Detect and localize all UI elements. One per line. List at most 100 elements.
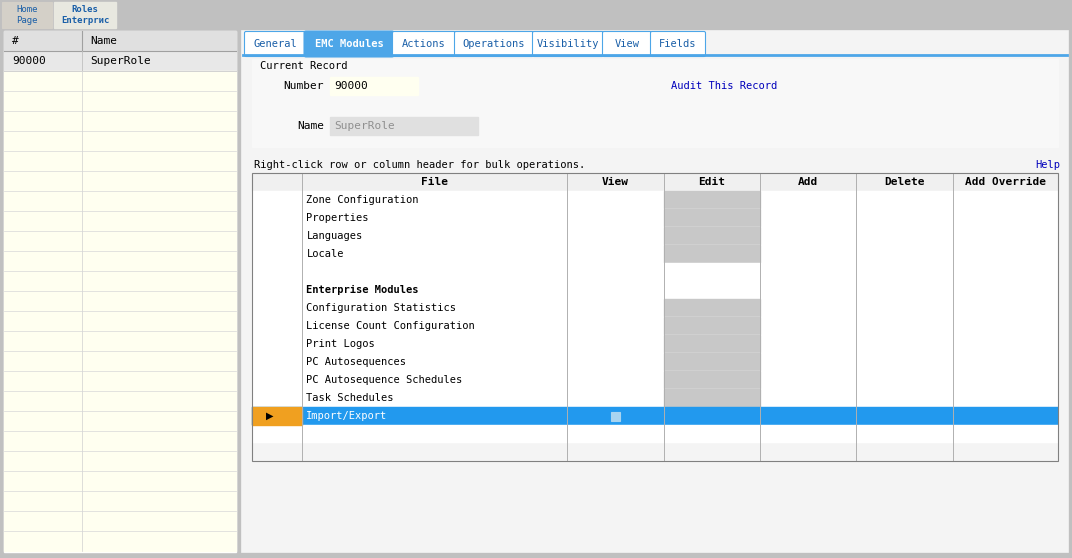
Bar [4, 31, 236, 552]
Bar [330, 77, 418, 95]
Bar [4, 51, 236, 71]
Text: View: View [614, 39, 640, 49]
FancyBboxPatch shape [392, 31, 456, 56]
Text: Enterprise Modules: Enterprise Modules [307, 285, 419, 295]
Text: #: # [12, 36, 18, 46]
Bar [611, 249, 620, 258]
Bar [252, 299, 1058, 317]
Bar [252, 263, 1058, 281]
Bar [664, 245, 760, 263]
Bar [252, 227, 1058, 245]
Text: EMC Modules: EMC Modules [314, 39, 384, 49]
Text: SuperRole: SuperRole [90, 56, 151, 66]
Bar [252, 371, 1058, 389]
Bar [664, 299, 760, 317]
Bar [664, 335, 760, 353]
Bar [611, 214, 620, 223]
Text: Operations: Operations [463, 39, 525, 49]
Bar [4, 471, 236, 491]
Bar [708, 393, 716, 402]
Bar [804, 393, 813, 402]
FancyBboxPatch shape [651, 31, 705, 56]
Bar [708, 195, 716, 204]
Bar [4, 131, 236, 151]
Bar [708, 214, 716, 223]
Bar [804, 339, 813, 349]
Text: Delete: Delete [884, 177, 925, 187]
Bar [4, 451, 236, 471]
Bar [252, 389, 1058, 407]
Bar [4, 431, 236, 451]
Bar [708, 358, 716, 367]
Bar [4, 151, 236, 171]
Text: Help: Help [1034, 160, 1060, 170]
Text: Right-click row or column header for bulk operations.: Right-click row or column header for bul… [254, 160, 585, 170]
Bar [664, 353, 760, 371]
Bar [804, 214, 813, 223]
FancyBboxPatch shape [602, 31, 652, 56]
Text: Number: Number [283, 81, 324, 91]
Bar [708, 232, 716, 240]
Bar [4, 271, 236, 291]
Bar [4, 251, 236, 271]
Bar [252, 425, 1058, 443]
Bar [900, 214, 909, 223]
Bar [252, 173, 1058, 191]
Bar [708, 339, 716, 349]
Text: Audit This Record: Audit This Record [671, 81, 777, 91]
Bar [4, 231, 236, 251]
Bar [611, 411, 620, 421]
FancyBboxPatch shape [304, 31, 393, 56]
Bar [708, 249, 716, 258]
Bar [900, 376, 909, 384]
Bar [4, 71, 236, 91]
FancyBboxPatch shape [533, 31, 604, 56]
Text: View: View [602, 177, 629, 187]
Bar [611, 339, 620, 349]
Bar [252, 407, 1058, 425]
Bar [611, 304, 620, 312]
Text: Name: Name [297, 121, 324, 131]
Bar [664, 389, 760, 407]
Bar [664, 317, 760, 335]
Text: Zone Configuration: Zone Configuration [307, 195, 419, 205]
Bar [804, 358, 813, 367]
Bar [611, 393, 620, 402]
Bar [252, 191, 1058, 209]
Bar [252, 281, 1058, 299]
Text: Current Record: Current Record [260, 61, 347, 71]
Text: Configuration Statistics: Configuration Statistics [307, 303, 457, 313]
Bar [4, 31, 236, 51]
Bar [611, 358, 620, 367]
Bar [252, 353, 1058, 371]
Bar [242, 31, 1068, 552]
Bar [252, 407, 302, 425]
FancyBboxPatch shape [455, 31, 534, 56]
Bar [4, 371, 236, 391]
Bar [708, 304, 716, 312]
Text: Locale: Locale [307, 249, 344, 259]
Bar [804, 376, 813, 384]
Text: Import/Export: Import/Export [307, 411, 388, 421]
Bar [1001, 393, 1010, 402]
Bar [4, 491, 236, 511]
Bar [4, 171, 236, 191]
Bar [611, 232, 620, 240]
Bar [4, 351, 236, 371]
Bar [708, 376, 716, 384]
Bar [54, 2, 116, 28]
Text: Visibility: Visibility [537, 39, 599, 49]
Bar [4, 411, 236, 431]
Bar [330, 117, 478, 135]
Bar [252, 317, 1058, 335]
Bar [252, 335, 1058, 353]
Bar [664, 227, 760, 245]
Bar [0, 0, 1072, 30]
Bar [664, 191, 760, 209]
Bar [252, 59, 1058, 147]
Text: Fields: Fields [659, 39, 697, 49]
Text: Properties: Properties [307, 213, 369, 223]
Bar [4, 331, 236, 351]
Text: Languages: Languages [307, 231, 362, 241]
Text: Actions: Actions [402, 39, 446, 49]
